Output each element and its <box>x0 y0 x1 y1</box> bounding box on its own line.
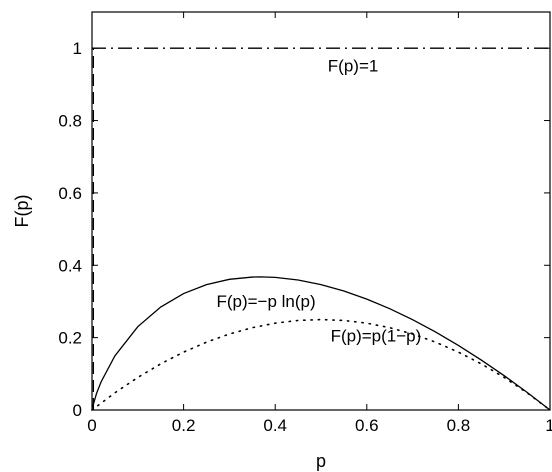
x-tick-label: 0.4 <box>263 416 287 435</box>
x-axis-label: p <box>316 451 326 471</box>
y-tick-label: 0.2 <box>58 329 82 348</box>
x-tick-label: 1 <box>545 416 552 435</box>
y-tick-label: 0.6 <box>58 184 82 203</box>
series-annotation: F(p)=1 <box>328 57 379 76</box>
annotation-layer: F(p)=1 F(p)=−p ln(p) F(p)=p(1−p) <box>216 57 421 346</box>
series-annotation: F(p)=−p ln(p) <box>216 292 315 311</box>
plot-frame <box>91 11 551 411</box>
series-layer <box>91 47 551 411</box>
x-tick-label: 0.8 <box>447 416 471 435</box>
series-line-dotted <box>91 318 551 411</box>
x-tick-label: 0.6 <box>355 416 379 435</box>
y-tick-label: 1 <box>73 39 82 58</box>
y-tick-label: 0 <box>73 401 82 420</box>
series-annotation: F(p)=p(1−p) <box>331 326 422 345</box>
x-tick-label: 0.2 <box>172 416 196 435</box>
y-tick-label: 0.8 <box>58 112 82 131</box>
tick-layer: 0 0.2 0.4 0.6 0.8 1 0 0.2 0.4 0.6 0.8 1 <box>58 12 552 435</box>
series-line-solid <box>91 276 551 411</box>
x-tick-label: 0 <box>87 416 96 435</box>
y-axis-label: F(p) <box>12 195 32 228</box>
y-tick-label: 0.4 <box>58 256 82 275</box>
